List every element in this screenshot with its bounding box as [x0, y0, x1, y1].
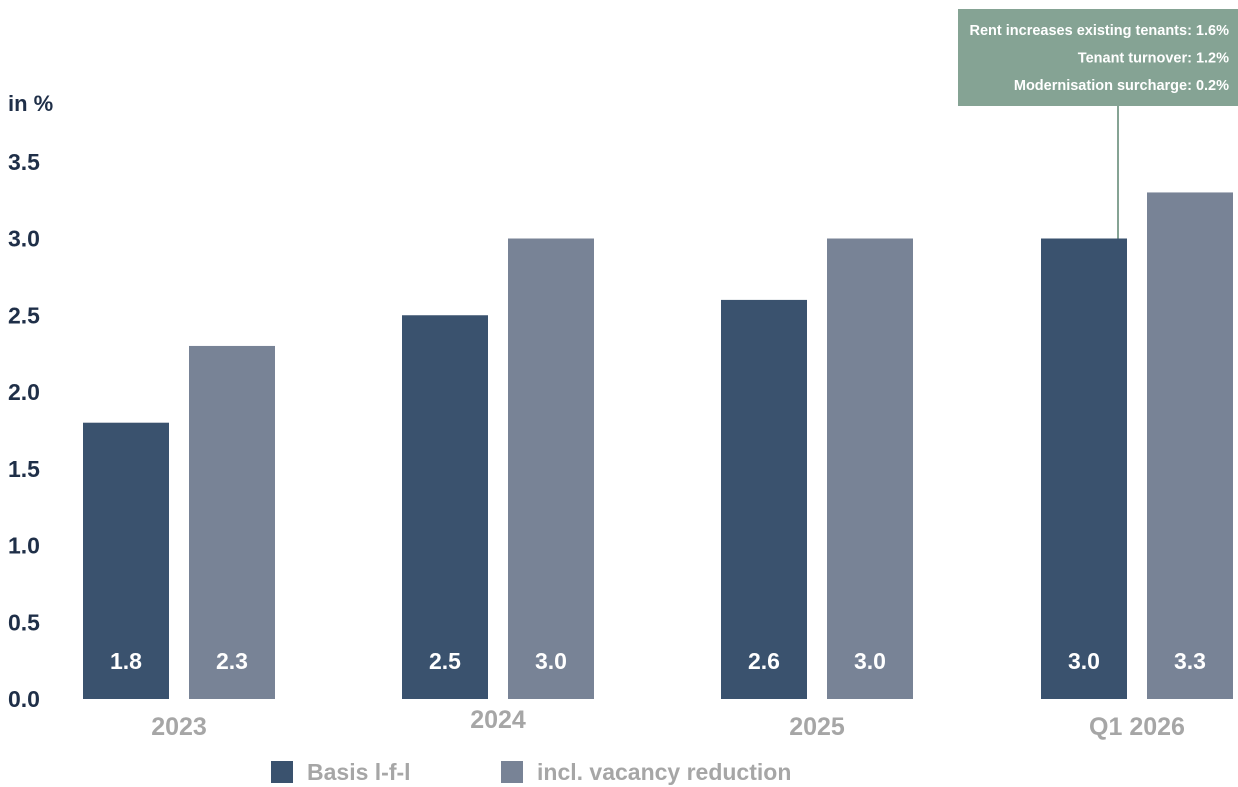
data-label: 2.6 [748, 648, 780, 674]
y-tick-label: 2.0 [8, 379, 40, 405]
x-category-label: 2023 [151, 713, 207, 741]
data-labels: 1.8 2.5 2.6 3.0 2.3 3.0 3.0 3.3 [110, 648, 1206, 674]
y-tick-label: 0.5 [8, 609, 40, 635]
data-label: 3.3 [1174, 648, 1206, 674]
data-label: 3.0 [1068, 648, 1100, 674]
data-label: 3.0 [535, 648, 567, 674]
legend-label: incl. vacancy reduction [537, 759, 791, 785]
bar-incl-vacancy-2 [827, 238, 913, 699]
x-category-label: Q1 2026 [1089, 713, 1185, 741]
bar-basis-lfl-1 [402, 315, 488, 699]
x-category-label: 2025 [789, 713, 845, 741]
y-axis: in % 0.0 0.5 1.0 1.5 2.0 2.5 3.0 3.5 [8, 91, 53, 712]
data-label: 2.3 [216, 648, 248, 674]
annotation: Rent increases existing tenants: 1.6% Ten… [958, 9, 1238, 239]
bars [83, 192, 1233, 699]
data-label: 1.8 [110, 648, 142, 674]
bar-incl-vacancy-0 [189, 345, 275, 699]
y-unit-label: in % [8, 91, 53, 116]
data-label: 2.5 [429, 648, 461, 674]
bar-basis-lfl-0 [83, 422, 169, 699]
legend-label: Basis l-f-l [307, 759, 411, 785]
bar-basis-lfl-3 [1041, 238, 1127, 699]
annotation-line: Modernisation surcharge: 0.2% [1014, 78, 1229, 94]
y-tick-label: 3.5 [8, 149, 40, 175]
annotation-line: Rent increases existing tenants: 1.6% [970, 23, 1230, 39]
legend-swatch [501, 761, 523, 783]
x-axis: 2023 2024 2025 Q1 2026 [151, 706, 1185, 741]
annotation-box [958, 9, 1238, 106]
legend: Basis l-f-l incl. vacancy reduction [271, 759, 791, 785]
data-label: 3.0 [854, 648, 886, 674]
y-tick-label: 0.0 [8, 686, 40, 712]
annotation-line: Tenant turnover: 1.2% [1078, 51, 1229, 67]
y-tick-label: 1.0 [8, 533, 40, 559]
bar-incl-vacancy-3 [1147, 192, 1233, 699]
y-tick-label: 1.5 [8, 456, 40, 482]
y-tick-label: 2.5 [8, 302, 40, 328]
y-tick-label: 3.0 [8, 226, 40, 252]
legend-swatch [271, 761, 293, 783]
bar-incl-vacancy-1 [508, 238, 594, 699]
bar-basis-lfl-2 [721, 299, 807, 699]
x-category-label: 2024 [470, 706, 526, 734]
